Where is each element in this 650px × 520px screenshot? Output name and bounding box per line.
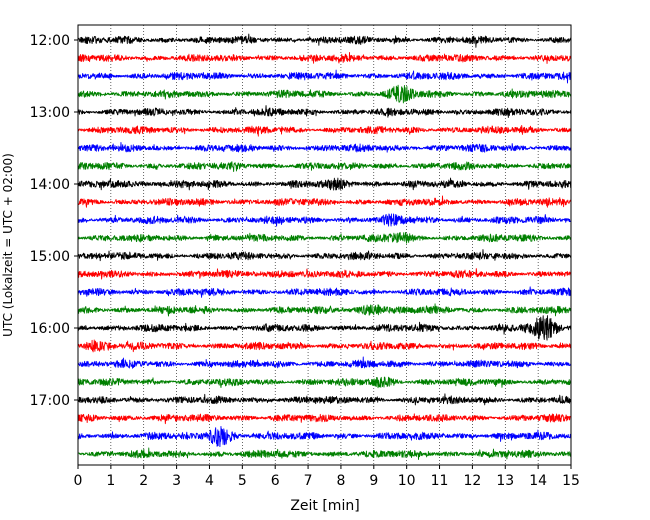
trace-group	[77, 33, 572, 460]
x-axis-ticks: 0 1 2 3 4 5 6 7 8 9 10 11 12 13 14 15	[74, 465, 580, 489]
x-axis-label: Zeit [min]	[290, 498, 359, 514]
y-axis-label: UTC (Lokalzeit = UTC + 02:00)	[1, 153, 15, 337]
y-tick-label: 13:00	[30, 105, 70, 121]
y-tick-label: 12:00	[30, 33, 70, 49]
x-tick-label: 0	[74, 473, 83, 489]
seismic-trace	[77, 177, 572, 191]
x-tick-label: 11	[431, 473, 449, 489]
plot-frame	[77, 24, 572, 466]
seismic-trace	[77, 105, 572, 118]
x-tick-label: 6	[271, 473, 280, 489]
x-tick-label: 7	[304, 473, 313, 489]
seismic-trace	[77, 195, 572, 208]
seismic-trace	[77, 84, 572, 104]
seismic-trace	[77, 213, 572, 227]
seismic-trace	[77, 268, 572, 280]
seismic-trace	[77, 286, 572, 298]
seismic-trace	[77, 161, 572, 173]
seismic-trace	[77, 232, 572, 244]
seismic-trace	[77, 52, 572, 64]
seismic-trace	[77, 393, 572, 406]
seismic-trace	[77, 447, 572, 460]
x-tick-label: 3	[172, 473, 181, 489]
y-tick-label: 16:00	[30, 321, 70, 337]
x-tick-label: 12	[463, 473, 481, 489]
x-tick-label: 8	[336, 473, 345, 489]
seismic-trace	[77, 303, 572, 317]
seismic-trace	[77, 124, 572, 137]
vertical-grid	[110, 25, 539, 465]
y-axis-ticks: 12:00 13:00 14:00 15:00 16:00 17:00	[30, 33, 78, 409]
seismic-trace	[77, 425, 572, 448]
y-tick-label: 14:00	[30, 177, 70, 193]
x-tick-label: 15	[562, 473, 580, 489]
seismic-trace	[77, 33, 572, 48]
x-tick-label: 4	[205, 473, 214, 489]
x-tick-label: 1	[106, 473, 115, 489]
seismic-trace	[77, 376, 572, 389]
seismic-trace	[77, 356, 572, 369]
seismic-trace	[77, 69, 572, 84]
x-tick-label: 10	[398, 473, 416, 489]
seismic-trace	[77, 249, 572, 262]
y-tick-label: 15:00	[30, 249, 70, 265]
seismic-trace	[77, 315, 572, 341]
x-tick-label: 13	[496, 473, 514, 489]
x-tick-label: 14	[529, 473, 547, 489]
seismic-trace	[77, 339, 572, 353]
seismic-trace	[77, 413, 572, 425]
x-tick-label: 5	[238, 473, 247, 489]
x-tick-label: 9	[369, 473, 378, 489]
x-tick-label: 2	[139, 473, 148, 489]
seismic-trace	[77, 142, 572, 153]
y-tick-label: 17:00	[30, 393, 70, 409]
